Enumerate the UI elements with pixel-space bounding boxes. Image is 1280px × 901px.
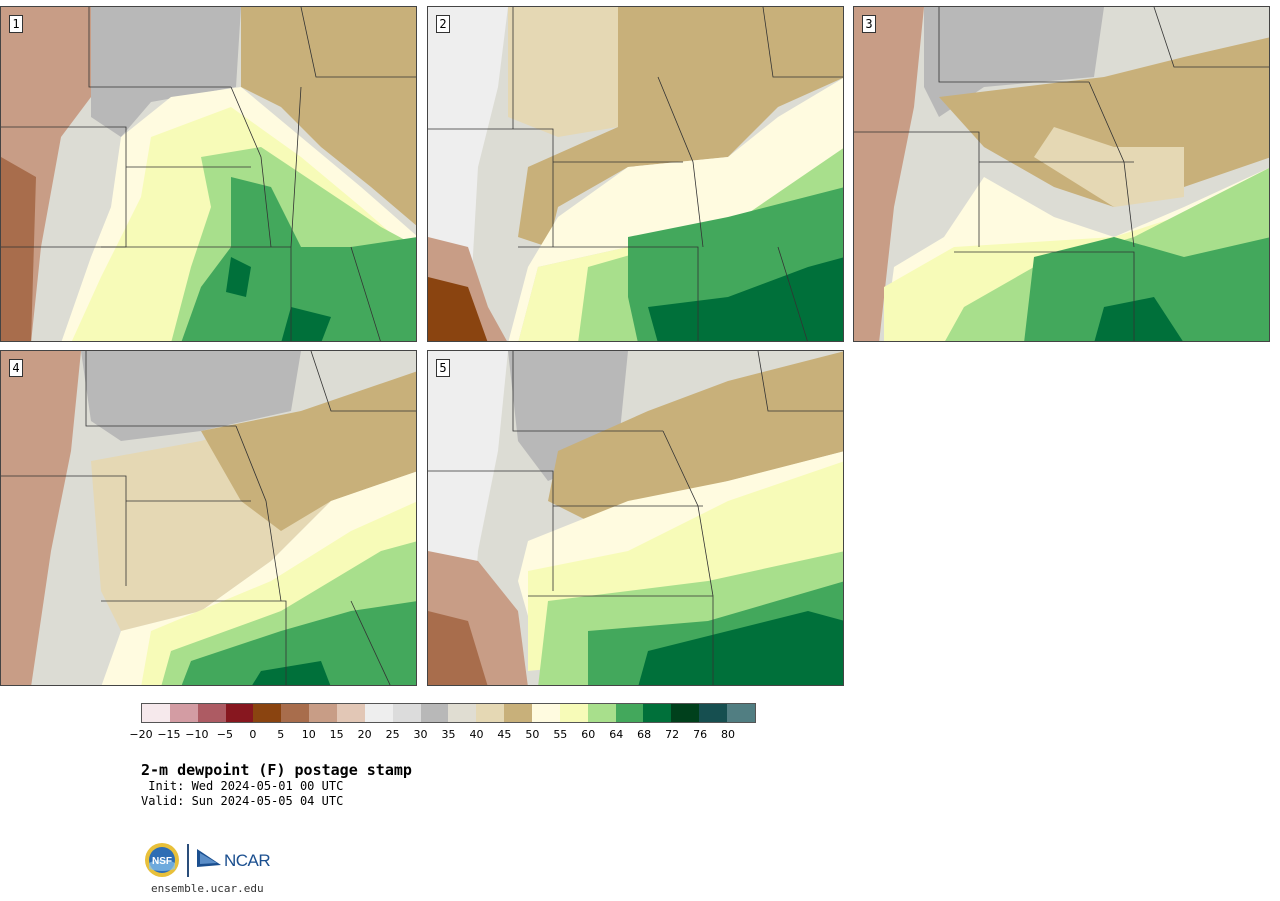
colorbar-swatch	[643, 704, 672, 722]
dewpoint-map-5	[428, 351, 843, 685]
dewpoint-map-2	[428, 7, 843, 341]
valid-time: Valid: Sun 2024-05-05 04 UTC	[141, 794, 344, 808]
panel-number-label: 2	[436, 15, 450, 33]
colorbar-tick-label: 40	[469, 728, 484, 741]
colorbar-swatch	[699, 704, 728, 722]
colorbar-swatch	[392, 704, 421, 722]
colorbar-swatch	[559, 704, 588, 722]
chart-title: 2-m dewpoint (F) postage stamp	[141, 761, 412, 779]
ensemble-member-panel-3: 3	[853, 6, 1270, 342]
colorbar-tick-labels: −20 −15 −10 −5 0 5 10 15 20 25 30 35 40 45 50 55 60 64 68 7…	[129, 728, 756, 742]
colorbar-swatch	[253, 704, 282, 722]
colorbar-swatch	[337, 704, 365, 722]
colorbar-tick-label: 0	[249, 728, 257, 741]
init-time: Init: Wed 2024-05-01 00 UTC	[141, 779, 344, 793]
ncar-logo-text: NCAR	[224, 851, 271, 870]
panel-number-label: 5	[436, 359, 450, 377]
colorbar-tick-label: 60	[581, 728, 596, 741]
colorbar-tick-label: 15	[329, 728, 344, 741]
colorbar-tick-label: 25	[385, 728, 400, 741]
colorbar-tick-label: −15	[157, 728, 181, 741]
colorbar-tick-label: 45	[497, 728, 512, 741]
panel-number-label: 1	[9, 15, 23, 33]
colorbar-tick-label: −10	[185, 728, 209, 741]
website-label: ensemble.ucar.edu	[151, 882, 264, 895]
panel-number-label: 3	[862, 15, 876, 33]
colorbar-tick-label: 50	[525, 728, 540, 741]
colorbar-tick-label: 10	[301, 728, 316, 741]
colorbar-swatch	[225, 704, 254, 722]
colorbar-swatch	[364, 704, 393, 722]
colorbar-swatch	[281, 704, 310, 722]
ensemble-member-panel-2: 2	[427, 6, 844, 342]
colorbar-swatch	[727, 704, 755, 722]
ensemble-member-panel-4: 4	[0, 350, 417, 686]
dewpoint-colorbar	[141, 703, 756, 723]
colorbar-swatch	[615, 704, 644, 722]
colorbar-tick-label: 68	[637, 728, 652, 741]
dewpoint-map-4	[1, 351, 416, 685]
nsf-logo-text: NSF	[152, 856, 172, 867]
colorbar-tick-label: 30	[413, 728, 428, 741]
dewpoint-map-3	[854, 7, 1269, 341]
colorbar-swatch	[169, 704, 198, 722]
colorbar-tick-label: 76	[693, 728, 708, 741]
colorbar-swatch	[197, 704, 226, 722]
sponsor-logos: NSF NCAR	[144, 842, 274, 880]
colorbar-tick-label: 35	[441, 728, 456, 741]
colorbar-tick-label: 72	[665, 728, 680, 741]
colorbar-swatch	[504, 704, 533, 722]
ensemble-member-panel-5: 5	[427, 350, 844, 686]
colorbar-swatch	[476, 704, 505, 722]
nsf-logo: NSF	[145, 843, 179, 877]
colorbar-swatch	[420, 704, 449, 722]
colorbar-swatch	[587, 704, 616, 722]
colorbar-tick-label: −20	[129, 728, 153, 741]
colorbar-tick-label: −5	[216, 728, 233, 741]
colorbar-swatch	[448, 704, 477, 722]
colorbar-tick-label: 20	[357, 728, 372, 741]
colorbar-tick-label: 80	[721, 728, 736, 741]
colorbar-tick-label: 5	[277, 728, 285, 741]
dewpoint-map-1	[1, 7, 416, 341]
ncar-logo-mark	[197, 849, 221, 867]
colorbar-swatch	[671, 704, 700, 722]
colorbar-tick-label: 55	[553, 728, 568, 741]
colorbar-swatch	[532, 704, 560, 722]
panel-number-label: 4	[9, 359, 23, 377]
colorbar-swatch	[142, 704, 170, 722]
colorbar-swatch	[309, 704, 338, 722]
colorbar-tick-label: 64	[609, 728, 624, 741]
ensemble-member-panel-1: 1	[0, 6, 417, 342]
logo-divider	[187, 844, 189, 877]
